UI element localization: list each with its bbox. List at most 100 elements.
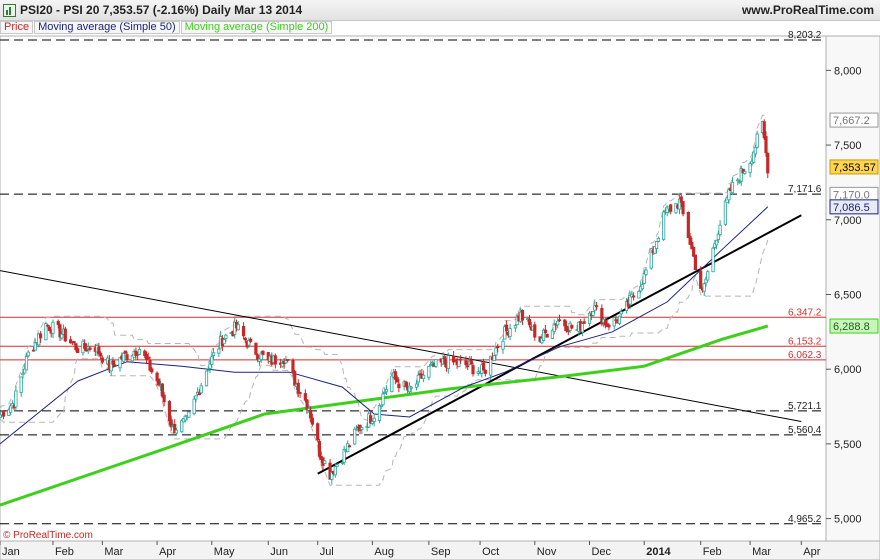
candle-body <box>143 350 147 357</box>
candle-body <box>316 423 320 441</box>
candle-body <box>594 305 599 308</box>
candle-body <box>686 212 690 239</box>
y-tick-label: 6,000 <box>834 364 862 376</box>
candle-body <box>679 196 683 203</box>
candle-body <box>1 410 6 417</box>
candle-body <box>702 283 706 292</box>
candle-body <box>76 348 80 354</box>
x-tick-label: Nov <box>537 546 557 558</box>
candle-body <box>504 324 509 332</box>
candle-body <box>603 320 607 326</box>
candle-body <box>204 370 209 387</box>
candle-body <box>607 324 611 328</box>
candle-body <box>353 428 357 445</box>
candle-body <box>570 324 574 329</box>
candle-body <box>421 374 426 380</box>
candle-body <box>167 401 172 422</box>
candle-body <box>222 339 226 345</box>
candle-body <box>692 246 696 257</box>
candle-body <box>656 237 660 242</box>
candle-body <box>247 339 251 346</box>
candle-body <box>155 372 159 382</box>
candle-body <box>451 355 456 363</box>
candle-body <box>459 358 463 361</box>
candle-body <box>125 354 129 360</box>
candle-body <box>44 323 48 341</box>
candle-body <box>224 334 228 339</box>
candle-body <box>591 311 595 316</box>
candle-body <box>699 270 703 289</box>
candle-body <box>457 359 461 367</box>
candle-body <box>379 404 383 407</box>
candle-body <box>743 171 747 174</box>
candle-body <box>714 239 719 246</box>
candle-body <box>257 358 262 362</box>
ma200-line <box>0 324 769 507</box>
level-label: 4,965.2 <box>788 514 822 525</box>
candle-body <box>503 326 507 340</box>
candle-body <box>496 346 500 349</box>
candle-body <box>347 445 352 448</box>
candle-body <box>723 200 727 225</box>
candle-body <box>298 392 302 394</box>
title-bar: PSI20 - PSI 20 7,353.57 (-2.16%) Daily M… <box>0 0 880 21</box>
candle-body <box>33 341 37 351</box>
legend-price[interactable]: Price <box>0 21 34 34</box>
candle-body <box>466 365 470 368</box>
price-tag-label: 7,667.2 <box>833 115 870 127</box>
candle-body <box>429 364 433 366</box>
candle-body <box>346 443 350 453</box>
x-tick-label: Apr <box>803 546 820 558</box>
candle-body <box>310 417 314 425</box>
candle-body <box>393 371 397 380</box>
candle-body <box>0 413 2 418</box>
x-tick-label: Jan <box>2 546 20 558</box>
candle-body <box>236 324 240 331</box>
candle-body <box>174 429 179 434</box>
brand-link[interactable]: www.ProRealTime.com <box>741 3 874 17</box>
level-label: 5,721.1 <box>788 401 822 412</box>
candles <box>0 119 770 485</box>
candle-body <box>434 359 438 367</box>
candle-body <box>217 348 221 354</box>
candle-body <box>187 411 191 418</box>
candle-body <box>113 364 117 367</box>
candle-body <box>372 417 376 422</box>
candle-body <box>26 351 30 357</box>
candle-body <box>88 347 92 350</box>
candle-body <box>303 393 307 401</box>
candle-body <box>111 360 115 365</box>
candle-body <box>377 405 382 421</box>
candle-body <box>23 368 27 374</box>
y-tick-label: 7,500 <box>834 140 862 152</box>
x-tick-label: Mar <box>104 546 123 558</box>
candle-body <box>72 341 76 344</box>
candle-body <box>256 354 260 360</box>
price-tag-label: 7,353.57 <box>833 162 876 174</box>
candle-body <box>736 179 740 182</box>
x-tick-label: Oct <box>482 546 499 558</box>
candle-body <box>293 371 297 386</box>
candle-body <box>323 460 327 464</box>
candle-body <box>369 415 373 424</box>
candle-body <box>566 329 570 332</box>
candle-body <box>121 352 126 362</box>
envelope-lower <box>0 239 769 486</box>
candle-body <box>443 356 447 364</box>
legend-ma50[interactable]: Moving average (Simple 50) <box>34 21 180 34</box>
candle-body <box>718 224 722 235</box>
legend-ma200[interactable]: Moving average (Simple 200) <box>180 21 333 34</box>
candle-body <box>492 355 496 361</box>
candle-body <box>273 355 277 365</box>
candle-body <box>619 311 623 315</box>
chart-title: PSI20 - PSI 20 7,353.57 (-2.16%) Daily M… <box>20 3 303 17</box>
candle-body <box>600 307 604 325</box>
candle-body <box>37 333 41 346</box>
candle-body <box>180 420 184 433</box>
candle-body <box>654 241 659 249</box>
candle-body <box>471 365 475 375</box>
x-tick-label: Feb <box>55 546 74 558</box>
candle-body <box>395 377 399 383</box>
x-tick-label: 2014 <box>646 546 671 558</box>
y-tick-label: 5,500 <box>834 439 862 451</box>
